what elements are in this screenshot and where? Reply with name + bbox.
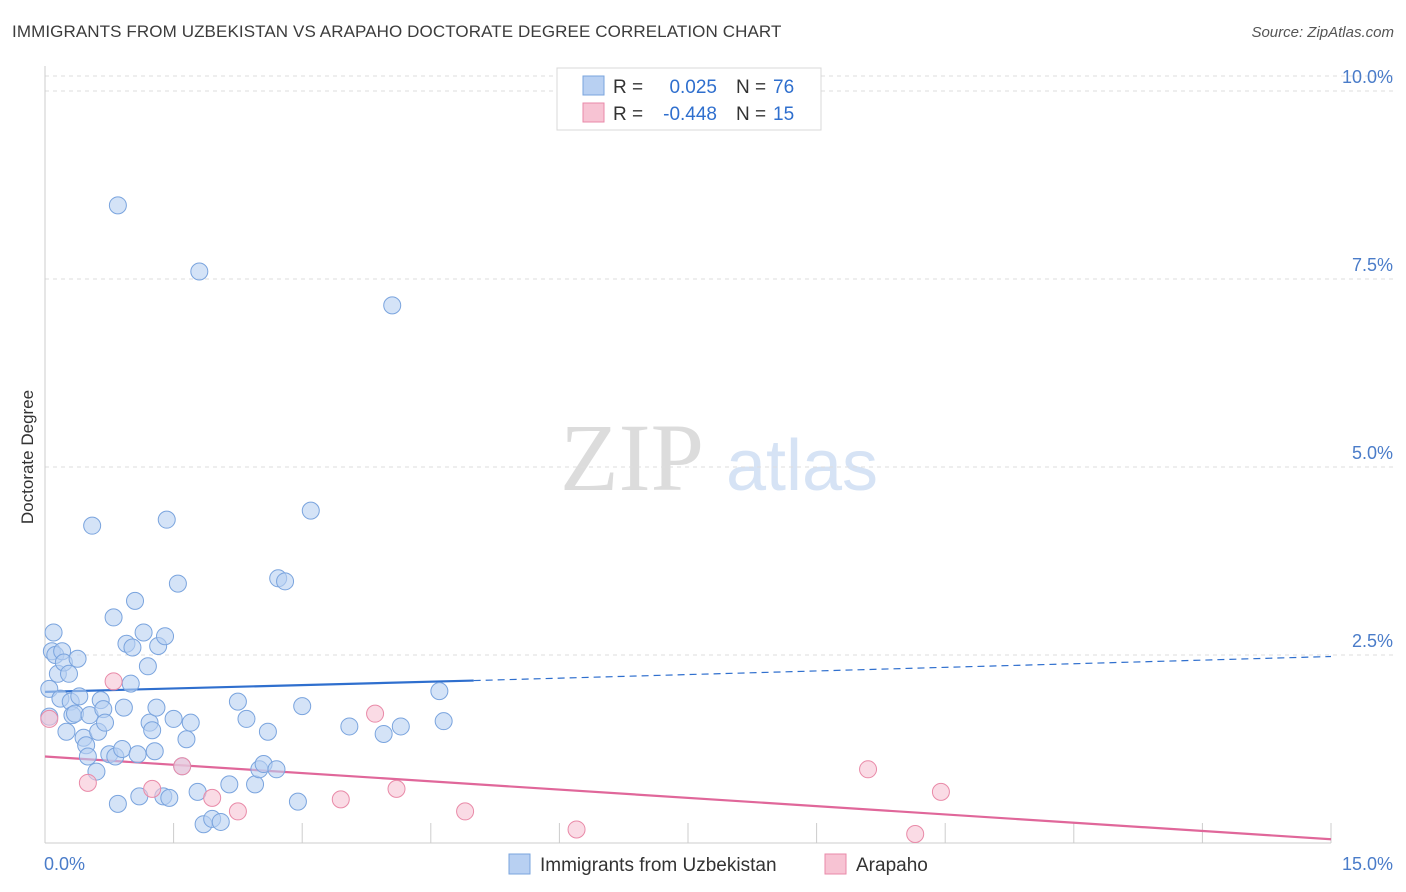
point-uzbekistan (83, 516, 102, 535)
point-uzbekistan (123, 638, 142, 657)
point-uzbekistan (391, 717, 410, 736)
source-credit: Source: ZipAtlas.com (1251, 24, 1394, 41)
point-uzbekistan (57, 722, 76, 741)
point-uzbekistan (126, 591, 145, 610)
point-uzbekistan (258, 722, 277, 741)
point-arapaho (567, 820, 586, 839)
point-arapaho (387, 779, 406, 798)
point-uzbekistan (211, 812, 230, 831)
legend-r-label-2: R = (613, 104, 643, 125)
tick-labels: 2.5% 5.0% 7.5% 10.0% 0.0% 15.0% (44, 67, 1393, 874)
point-arapaho (859, 760, 878, 779)
point-uzbekistan (147, 698, 166, 717)
legend-n-label-2: N = (736, 104, 766, 125)
x-tick-label: 15.0% (1342, 854, 1393, 874)
point-uzbekistan (104, 608, 123, 627)
gridlines (45, 75, 1394, 656)
point-arapaho (906, 824, 925, 843)
point-uzbekistan (143, 721, 162, 740)
point-arapaho (366, 704, 385, 723)
watermark-atlas: atlas (726, 426, 878, 506)
point-arapaho (78, 773, 97, 792)
point-arapaho (104, 672, 123, 691)
y-tick-label: 2.5% (1352, 631, 1393, 651)
point-uzbekistan (78, 747, 97, 766)
y-axis-title: Doctorate Degree (18, 390, 37, 524)
y-tick-label: 10.0% (1342, 67, 1393, 87)
point-arapaho (203, 788, 222, 807)
legend-n-value-2: 15 (773, 104, 794, 125)
point-uzbekistan (128, 745, 147, 764)
y-tick-label: 7.5% (1352, 255, 1393, 275)
point-uzbekistan (108, 794, 127, 813)
point-uzbekistan (44, 623, 63, 642)
point-uzbekistan (301, 501, 320, 520)
correlation-legend: R = 0.025 N = 76 R = -0.448 N = 15 (556, 67, 822, 131)
point-uzbekistan (177, 730, 196, 749)
point-uzbekistan (374, 724, 393, 743)
legend-swatch-uzbekistan (582, 75, 605, 96)
point-arapaho (173, 757, 192, 776)
point-arapaho (931, 782, 950, 801)
bottom-legend-swatch-arapaho (824, 853, 847, 875)
point-uzbekistan (246, 775, 265, 794)
legend-r-value-2: -0.448 (663, 104, 717, 125)
watermark-zip: ZIP (560, 404, 704, 511)
point-uzbekistan (60, 664, 79, 683)
point-uzbekistan (113, 740, 132, 759)
point-uzbekistan (114, 698, 133, 717)
point-uzbekistan (293, 697, 312, 716)
point-uzbekistan (157, 510, 176, 529)
point-uzbekistan (121, 674, 140, 693)
trend-line-uzbekistan-projection (473, 655, 1332, 682)
series-legend: Immigrants from Uzbekistan Arapaho (508, 853, 928, 876)
bottom-legend-label-arapaho: Arapaho (856, 855, 928, 876)
bottom-legend-swatch-uzbekistan (508, 853, 531, 875)
point-arapaho (456, 802, 475, 821)
point-uzbekistan (70, 687, 89, 706)
data-points (40, 196, 950, 843)
point-uzbekistan (181, 713, 200, 732)
point-uzbekistan (430, 682, 449, 701)
point-uzbekistan (288, 792, 307, 811)
point-arapaho (143, 779, 162, 798)
point-arapaho (228, 802, 247, 821)
point-uzbekistan (160, 788, 179, 807)
point-uzbekistan (68, 649, 87, 668)
point-uzbekistan (108, 196, 127, 215)
point-arapaho (331, 790, 350, 809)
point-uzbekistan (237, 709, 256, 728)
point-uzbekistan (228, 692, 247, 711)
chart-title: IMMIGRANTS FROM UZBEKISTAN VS ARAPAHO DO… (12, 22, 782, 41)
point-uzbekistan (138, 657, 157, 676)
trend-line-uzbekistan (44, 679, 474, 693)
y-tick-label: 5.0% (1352, 443, 1393, 463)
point-uzbekistan (145, 742, 164, 761)
point-uzbekistan (96, 713, 115, 732)
point-uzbekistan (267, 760, 286, 779)
legend-r-value-1: 0.025 (669, 77, 717, 98)
point-uzbekistan (220, 775, 239, 794)
point-uzbekistan (276, 572, 295, 591)
bottom-legend-label-uzbekistan: Immigrants from Uzbekistan (540, 855, 777, 876)
legend-r-label-1: R = (613, 77, 643, 98)
point-arapaho (40, 709, 59, 728)
legend-n-label-1: N = (736, 77, 766, 98)
point-uzbekistan (168, 574, 187, 593)
point-uzbekistan (156, 627, 175, 646)
point-uzbekistan (434, 712, 453, 731)
legend-swatch-arapaho (582, 102, 605, 123)
x-tick-label: 0.0% (44, 854, 85, 874)
point-uzbekistan (164, 709, 183, 728)
point-uzbekistan (190, 262, 209, 281)
point-uzbekistan (383, 296, 402, 315)
axes (44, 66, 1332, 844)
legend-n-value-1: 76 (773, 77, 794, 98)
point-uzbekistan (134, 623, 153, 642)
point-uzbekistan (340, 717, 359, 736)
